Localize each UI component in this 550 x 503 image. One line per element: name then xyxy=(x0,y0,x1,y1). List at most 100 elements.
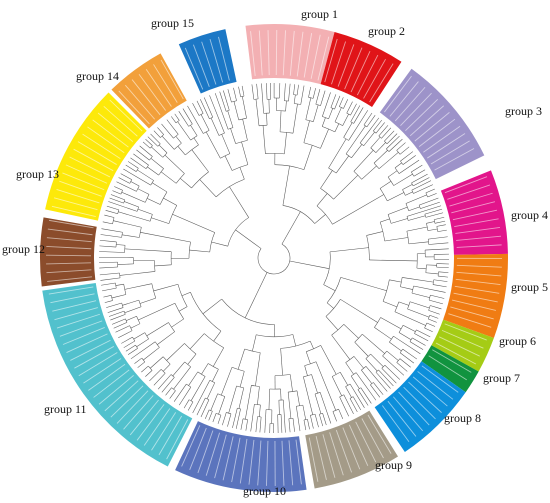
branch-edge xyxy=(311,374,318,394)
branch-edge xyxy=(394,162,402,169)
branch-edge xyxy=(183,399,190,409)
branch-edge xyxy=(237,348,245,370)
branch-edge xyxy=(122,234,140,238)
branch-arc xyxy=(162,152,168,158)
branch-edge xyxy=(150,158,164,169)
leaf-label-strip xyxy=(93,369,130,398)
branch-edge xyxy=(152,182,168,193)
leaf-label-strip xyxy=(417,371,454,400)
branch-arc xyxy=(319,413,323,415)
branch-edge xyxy=(241,141,249,165)
branch-edge xyxy=(296,390,300,406)
branch-arc xyxy=(433,219,436,224)
branch-edge xyxy=(103,295,112,298)
group-13-sector xyxy=(45,92,147,221)
branch-edge xyxy=(166,119,179,135)
branch-edge xyxy=(361,165,377,180)
branch-arc xyxy=(375,369,379,373)
branch-edge xyxy=(408,206,420,212)
branch-edge xyxy=(230,128,236,144)
branch-edge xyxy=(334,123,340,132)
branch-arc xyxy=(157,143,161,147)
branch-arc xyxy=(353,171,362,180)
branch-arc xyxy=(405,203,409,211)
branch-edge xyxy=(424,208,443,215)
branch-edge xyxy=(130,323,141,329)
branch-edge xyxy=(396,362,408,372)
branch-edge xyxy=(113,220,142,228)
branch-edge xyxy=(139,145,153,157)
branch-edge xyxy=(363,112,373,126)
branch-edge xyxy=(313,104,319,122)
branch-edge xyxy=(173,366,191,390)
branch-edge xyxy=(293,84,296,95)
leaf-label-strip xyxy=(344,47,363,90)
branch-arc xyxy=(381,364,386,369)
leaf-label-strip xyxy=(398,391,430,426)
branch-edge xyxy=(314,393,322,414)
branch-edge xyxy=(378,125,389,137)
branch-edge xyxy=(107,307,124,313)
branch-edge xyxy=(428,236,448,240)
leaf-label-strip xyxy=(303,33,313,78)
branch-edge xyxy=(329,247,369,253)
branch-edge xyxy=(438,275,448,278)
branch-edge xyxy=(353,150,374,172)
leaf-label-strip xyxy=(66,333,108,353)
branch-arc xyxy=(174,142,182,150)
branch-edge xyxy=(303,120,310,143)
branch-edge xyxy=(189,249,210,253)
branch-edge xyxy=(380,218,390,223)
branch-edge xyxy=(157,331,175,345)
branch-arc xyxy=(407,301,411,310)
branch-edge xyxy=(350,103,357,116)
branch-edge xyxy=(345,362,354,375)
branch-arc xyxy=(171,387,176,391)
branch-arc xyxy=(129,325,133,331)
branch-arc xyxy=(175,120,180,124)
group-labels: group 1 group 2 group 3 group 4 group 5 … xyxy=(2,7,548,498)
leaf-label-strip xyxy=(435,342,477,365)
branch-edge xyxy=(133,332,145,340)
group-13-label: group 13 xyxy=(16,167,59,181)
branch-edge xyxy=(430,305,442,310)
branch-arc xyxy=(190,135,198,141)
branch-edge xyxy=(303,145,313,170)
branch-arc xyxy=(345,356,355,363)
branch-arc xyxy=(132,336,136,342)
branch-edge xyxy=(378,152,399,169)
branch-edge xyxy=(157,127,164,135)
branch-edge xyxy=(261,83,264,114)
branch-edge xyxy=(227,110,234,128)
leaf-label-strip xyxy=(363,58,386,99)
branch-edge xyxy=(150,133,161,145)
branch-edge xyxy=(316,193,328,207)
branch-arc xyxy=(320,188,334,200)
branch-arc xyxy=(141,357,146,363)
branch-arc xyxy=(389,336,394,343)
branch-edge xyxy=(310,415,314,429)
leaf-label-strip xyxy=(315,435,327,480)
leaf-label-strip xyxy=(348,424,369,466)
branch-edge xyxy=(308,86,312,98)
branch-edge xyxy=(104,300,113,303)
branch-edge xyxy=(413,169,426,177)
branch-arc xyxy=(204,333,224,348)
branch-arc xyxy=(184,343,197,355)
branch-edge xyxy=(125,164,137,172)
branch-arc xyxy=(168,205,178,224)
branch-arc xyxy=(350,121,354,124)
branch-edge xyxy=(428,299,443,305)
branch-edge xyxy=(339,97,344,107)
leaf-label-strip xyxy=(46,246,92,250)
branch-arc xyxy=(322,116,329,120)
branch-arc xyxy=(258,124,268,127)
branch-arc xyxy=(121,232,123,238)
leaf-label-strip xyxy=(257,440,262,486)
branch-edge xyxy=(134,357,142,364)
branch-edge xyxy=(394,311,426,326)
branch-edge xyxy=(153,283,179,292)
branch-arc xyxy=(208,409,213,412)
branch-edge xyxy=(388,138,403,152)
branch-edge xyxy=(426,221,435,224)
